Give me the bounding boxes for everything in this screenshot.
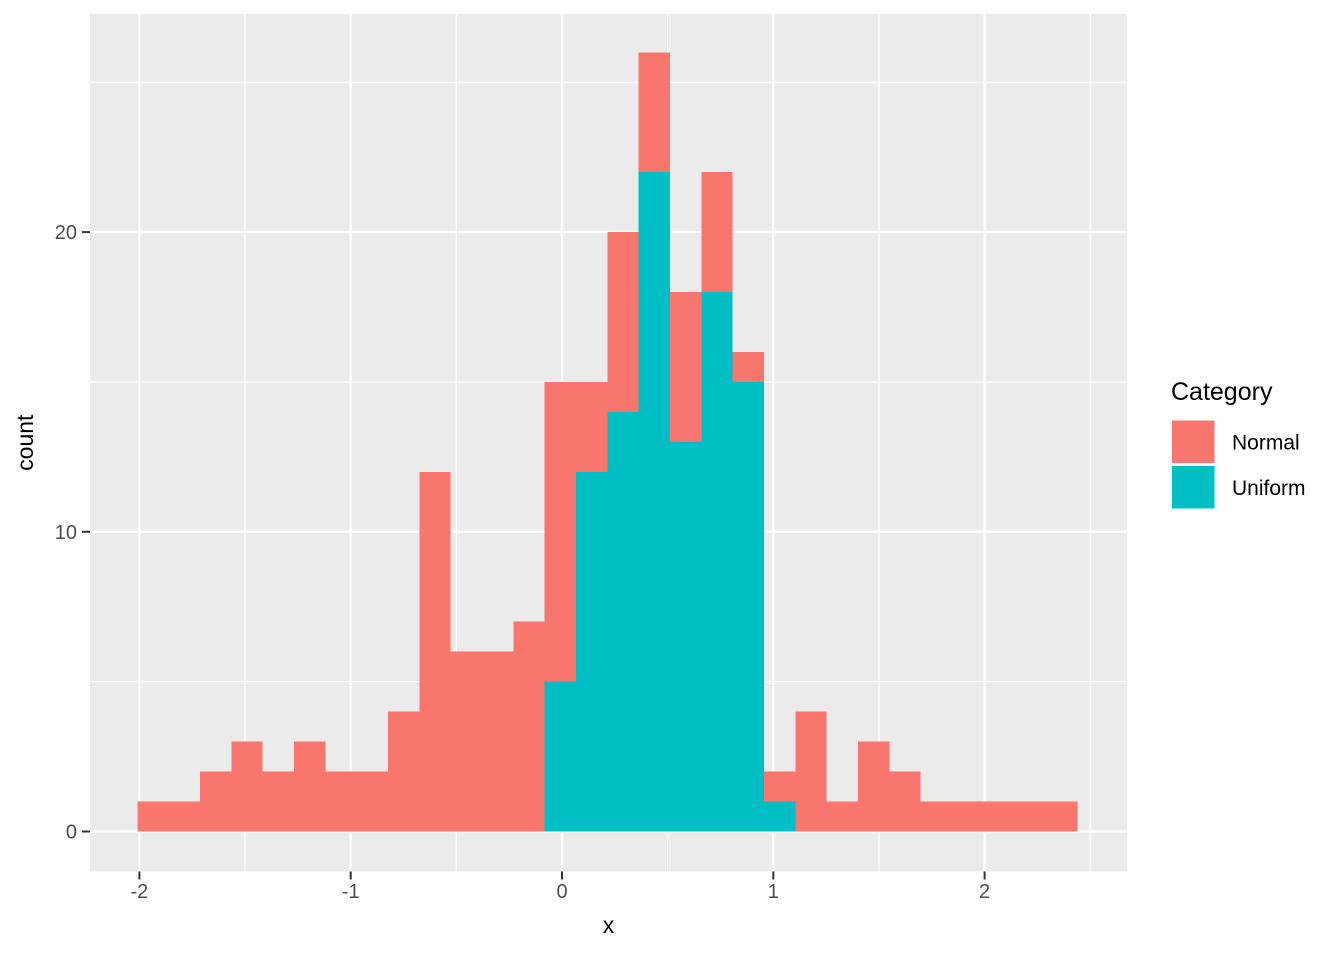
legend-swatch-normal xyxy=(1172,420,1215,463)
x-axis-tick-label: 2 xyxy=(979,881,990,903)
histogram-bar-normal xyxy=(638,52,670,173)
histogram-bar-uniform xyxy=(764,801,796,832)
legend-swatch-uniform xyxy=(1172,466,1215,509)
x-axis-tick-label: 1 xyxy=(768,881,779,903)
histogram-bar-normal xyxy=(168,801,200,832)
histogram-bar-uniform xyxy=(575,471,608,832)
histogram-bar-normal xyxy=(199,771,232,832)
histogram-bar-normal xyxy=(701,172,733,293)
y-axis-tick-label: 0 xyxy=(66,822,77,844)
histogram-bar-normal xyxy=(795,711,827,832)
legend-item-uniform: Uniform xyxy=(1172,466,1306,509)
histogram-bar-normal xyxy=(575,381,608,472)
legend: Category Normal Uniform xyxy=(1171,378,1306,509)
legend-title: Category xyxy=(1171,378,1273,406)
histogram-bar-normal xyxy=(1046,801,1078,832)
histogram-bar-normal xyxy=(952,801,984,832)
histogram-bar-normal xyxy=(607,232,639,412)
histogram-bar-uniform xyxy=(607,411,639,832)
histogram-bar-normal xyxy=(920,801,953,832)
legend-item-normal: Normal xyxy=(1172,420,1300,463)
histogram-bar-uniform xyxy=(732,381,765,832)
histogram-bar-normal xyxy=(231,741,263,832)
histogram-bar-uniform xyxy=(638,172,670,832)
x-axis-title: x xyxy=(603,912,615,938)
histogram-bar-normal xyxy=(889,771,921,832)
x-axis-tick-label: 0 xyxy=(556,881,567,903)
histogram-bar-normal xyxy=(983,801,1015,832)
histogram-bar-normal xyxy=(858,741,890,832)
axis-tick-marks-layer xyxy=(82,231,986,880)
histogram-bar-normal xyxy=(137,801,169,832)
y-axis-title: count xyxy=(12,414,38,471)
histogram-bar-normal xyxy=(262,771,294,832)
histogram-bars-layer xyxy=(137,52,1078,832)
histogram-bar-normal xyxy=(544,381,576,682)
histogram-bar-normal xyxy=(387,711,420,832)
histogram-bar-normal xyxy=(732,351,765,382)
histogram-bar-normal xyxy=(356,771,388,832)
legend-label-uniform: Uniform xyxy=(1232,477,1306,500)
histogram-bar-normal xyxy=(325,771,357,832)
x-axis-tick-label: -2 xyxy=(131,881,149,903)
y-axis-tick-label: 20 xyxy=(55,222,77,244)
histogram-bar-uniform xyxy=(669,441,702,832)
histogram-bar-normal xyxy=(450,651,482,832)
histogram-bar-normal xyxy=(764,771,796,802)
legend-label-normal: Normal xyxy=(1232,432,1300,455)
histogram-bar-normal xyxy=(669,292,702,442)
histogram-bar-normal xyxy=(419,471,451,832)
histogram-bar-normal xyxy=(481,651,514,832)
y-axis-tick-label: 10 xyxy=(55,522,77,544)
histogram-bar-normal xyxy=(293,741,326,832)
histogram-bar-normal xyxy=(1014,801,1047,832)
histogram-bar-normal xyxy=(513,621,545,832)
histogram-bar-uniform xyxy=(701,292,733,832)
histogram-bar-normal xyxy=(826,801,859,832)
histogram-bar-uniform xyxy=(544,681,576,832)
x-axis-tick-label: -1 xyxy=(342,881,360,903)
